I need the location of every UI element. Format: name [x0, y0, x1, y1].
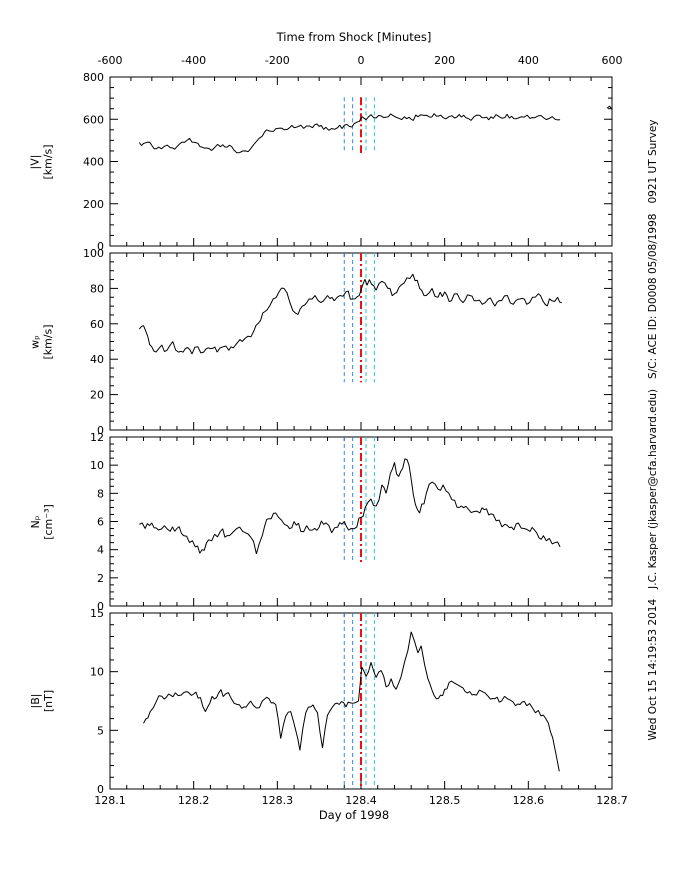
y-axis-symbol: wₚ: [28, 334, 42, 349]
minutes-tick-label: -400: [181, 54, 206, 67]
day-tick-label: 128.6: [513, 794, 545, 807]
minutes-tick-label: 0: [358, 54, 365, 67]
y-axis-unit: [km/s]: [41, 143, 55, 180]
day-tick-label: 128.7: [596, 794, 628, 807]
y-tick-label: 200: [83, 198, 104, 211]
plot-credit-note: Wed Oct 15 14:19:53 2014 J.C. Kasper (jk…: [647, 119, 659, 741]
day-tick-label: 128.3: [262, 794, 294, 807]
y-tick-label: 8: [97, 487, 104, 500]
y-axis-symbol: |V|: [28, 154, 42, 169]
y-tick-label: 100: [83, 247, 104, 260]
day-tick-label: 128.5: [429, 794, 461, 807]
y-tick-label: 0: [97, 783, 104, 796]
y-tick-label: 4: [97, 544, 104, 557]
y-tick-label: 5: [97, 724, 104, 737]
y-axis-symbol: |B|: [29, 693, 42, 709]
day-tick-label: 128.4: [345, 794, 377, 807]
data-curve-bulk-speed-seg1: [606, 105, 613, 110]
minutes-tick-label: 600: [602, 54, 623, 67]
y-axis-label-speed: |V| [km/s]: [16, 77, 68, 246]
y-tick-label: 15: [90, 607, 104, 620]
y-tick-label: 10: [90, 666, 104, 679]
minutes-tick-label: -600: [98, 54, 123, 67]
minutes-tick-label: 400: [518, 54, 539, 67]
day-tick-label: 128.1: [94, 794, 126, 807]
y-axis-unit: [km/s]: [41, 323, 55, 360]
day-tick-label: 128.2: [178, 794, 210, 807]
y-tick-label: 12: [90, 431, 104, 444]
minutes-tick-label: 200: [434, 54, 455, 67]
data-curve-thermal-speed: [138, 273, 562, 355]
y-tick-label: 800: [83, 71, 104, 84]
panel-frame-thermal-speed: [109, 252, 613, 431]
y-tick-label: 6: [97, 516, 104, 529]
y-tick-label: 600: [83, 113, 104, 126]
top-axis-title: Time from Shock [Minutes]: [276, 30, 432, 44]
bottom-axis-title: Day of 1998: [318, 808, 390, 822]
y-tick-label: 2: [97, 572, 104, 585]
data-curve-magnetic-field: [143, 631, 560, 772]
y-tick-label: 0: [97, 240, 104, 253]
y-tick-label: 10: [90, 459, 104, 472]
y-tick-label: 0: [97, 600, 104, 613]
data-curve-bulk-speed: [138, 113, 561, 154]
y-tick-label: 400: [83, 156, 104, 169]
y-tick-label: 20: [90, 389, 104, 402]
y-axis-unit: [nT]: [42, 689, 55, 713]
y-tick-label: 80: [90, 282, 104, 295]
y-tick-label: 0: [97, 424, 104, 437]
y-axis-label-bfield: |B| [nT]: [16, 613, 68, 789]
y-tick-label: 60: [90, 318, 104, 331]
y-axis-label-thermal-speed: wₚ [km/s]: [16, 253, 68, 430]
data-curve-proton-density: [139, 458, 561, 555]
y-axis-unit: [cm⁻³]: [42, 503, 55, 540]
minutes-tick-label: -200: [265, 54, 290, 67]
y-axis-symbol: Nₚ: [29, 515, 42, 528]
y-axis-label-density: Nₚ [cm⁻³]: [16, 437, 68, 606]
y-tick-label: 40: [90, 353, 104, 366]
